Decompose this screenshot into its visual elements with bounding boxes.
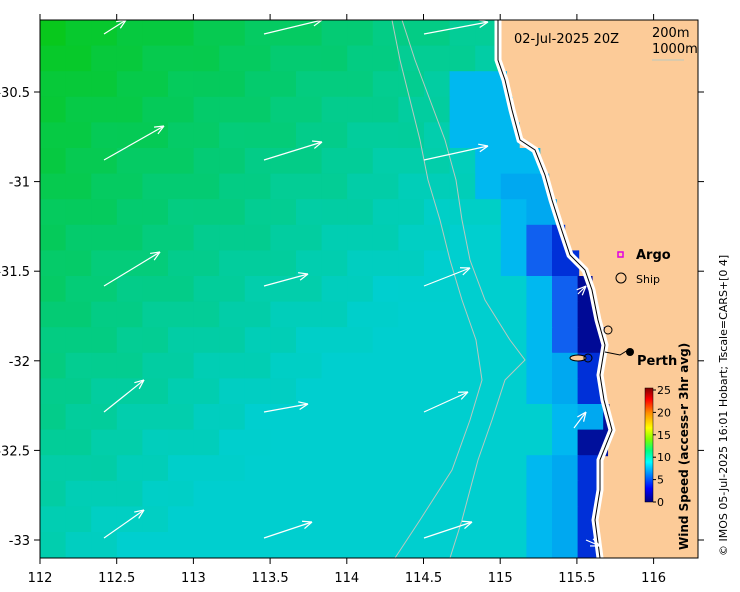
colorbar-tick-label: 15	[657, 429, 671, 442]
latitude-axis: -30.5 -31 -31.5 -32 -32.5 -33	[0, 86, 704, 549]
latitude-tick-label: -32	[9, 355, 30, 370]
200m-contour	[401, 20, 526, 558]
ship-marker-icon	[615, 272, 627, 284]
1000m-contour	[391, 20, 483, 558]
longitude-tick-label: 114.5	[405, 571, 442, 586]
ship-label: Ship	[636, 273, 660, 286]
rottnest-island	[569, 354, 587, 362]
contour-label-1000m: 1000m	[652, 42, 698, 57]
plot-frame	[39, 19, 699, 559]
longitude-tick-label: 114	[334, 571, 359, 586]
colorbar-ticks: 25 20 15 10 5 0	[653, 384, 671, 509]
longitude-axis: 112 112.5 113 113.5 114 114.5 115 115.5 116	[28, 14, 666, 586]
wind-vectors	[103, 20, 601, 547]
latitude-tick-label: -30.5	[0, 86, 30, 101]
colorbar-tick-label: 10	[657, 451, 671, 464]
latitude-tick-label: -32.5	[0, 444, 30, 459]
contour-label-200m: 200m	[652, 26, 689, 41]
latitude-tick-label: -33	[9, 534, 30, 549]
longitude-tick-label: 113.5	[251, 571, 288, 586]
colorbar	[644, 387, 654, 503]
colorbar-tick-label: 0	[657, 496, 664, 509]
colorbar-tick-label: 5	[657, 474, 664, 487]
wind-speed-grid	[40, 20, 610, 558]
latitude-tick-label: -31.5	[0, 265, 30, 280]
argo-label: Argo	[636, 248, 671, 263]
longitude-tick-label: 113	[181, 571, 206, 586]
credit-label: © IMOS 05-Jul-2025 16:01 Hobart; Tscale=…	[717, 255, 730, 556]
longitude-tick-label: 115.5	[558, 571, 595, 586]
perth-marker-icon	[626, 348, 634, 356]
latitude-tick-label: -31	[9, 176, 30, 191]
timestamp-label: 02-Jul-2025 20Z	[514, 32, 619, 47]
longitude-tick-label: 112	[28, 571, 53, 586]
colorbar-tick-label: 20	[657, 406, 671, 419]
longitude-tick-label: 115	[488, 571, 513, 586]
perth-label: Perth	[637, 354, 677, 369]
colorbar-title: Wind Speed (access-r 3hr avg)	[677, 343, 691, 550]
longitude-tick-label: 112.5	[98, 571, 135, 586]
longitude-tick-label: 116	[641, 571, 666, 586]
argo-marker-icon	[617, 251, 624, 258]
colorbar-tick-label: 25	[657, 384, 671, 397]
